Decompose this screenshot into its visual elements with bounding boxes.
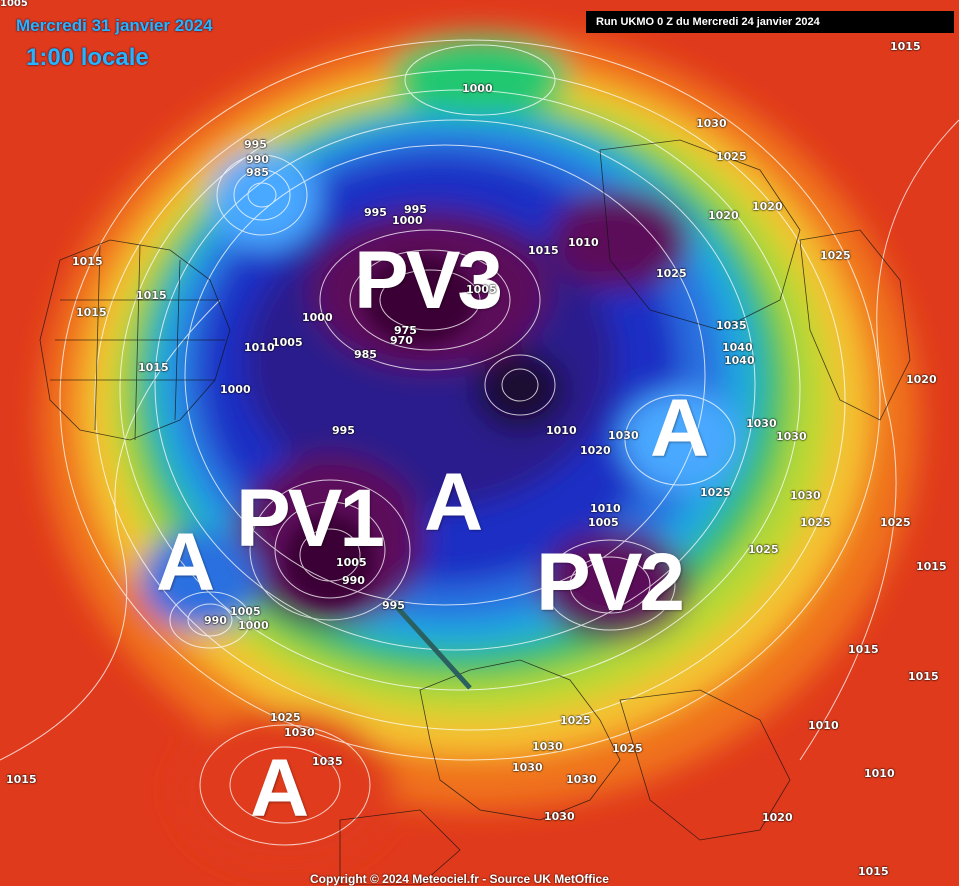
isobar-label: 1025 — [800, 516, 831, 529]
isobar-label: 1040 — [722, 341, 753, 354]
isobar-label: 1025 — [748, 543, 779, 556]
isobar-label: 1000 — [302, 311, 333, 324]
isobar-label: 995 — [244, 138, 267, 151]
isobar-label: 970 — [390, 334, 413, 347]
isobar-label: 1025 — [700, 486, 731, 499]
isobar-label: 995 — [382, 599, 405, 612]
isobar-label: 1025 — [560, 714, 591, 727]
isobar-label: 1010 — [244, 341, 275, 354]
label-pv3: PV3 — [354, 235, 503, 326]
isobar-label: 985 — [354, 348, 377, 361]
isobar-label: 1035 — [716, 319, 747, 332]
isobar-label: 1000 — [238, 619, 269, 632]
isobar-label: 995 — [332, 424, 355, 437]
isobar-label: 1030 — [790, 489, 821, 502]
isobar-label: 1005 — [230, 605, 261, 618]
arrow-line — [393, 603, 472, 690]
isobar-label: 1020 — [752, 200, 783, 213]
isobar-label: 1005 — [588, 516, 619, 529]
run-banner: Run UKMO 0 Z du Mercredi 24 janvier 2024 — [586, 11, 954, 33]
isobar-label: 1015 — [76, 306, 107, 319]
isobar-label: 1010 — [546, 424, 577, 437]
isobar-label: 1005 — [272, 336, 303, 349]
isobar-label: 995 — [404, 203, 427, 216]
isobar-label: 1030 — [608, 429, 639, 442]
isobar-label: 1030 — [696, 117, 727, 130]
isobar-label: 1025 — [820, 249, 851, 262]
label-pv2: PV2 — [536, 537, 685, 628]
isobar-label: 1025 — [716, 150, 747, 163]
label-high-west: A — [156, 517, 215, 608]
isobar-label: 1000 — [220, 383, 251, 396]
isobar-label: 1025 — [880, 516, 911, 529]
isobar-label: 990 — [342, 574, 365, 587]
corner-value: 1005 — [0, 0, 28, 9]
isobar-label: 1000 — [392, 214, 423, 227]
isobar-label: 1015 — [528, 244, 559, 257]
isobar-label: 975 — [394, 324, 417, 337]
isobar-label: 1020 — [762, 811, 793, 824]
isobar-label: 995 — [364, 206, 387, 219]
local-time: 1:00 locale — [26, 44, 149, 71]
isobar-label: 1010 — [568, 236, 599, 249]
isobar-label: 1030 — [566, 773, 597, 786]
isobar-label: 1015 — [916, 560, 947, 573]
copyright: Copyright © 2024 Meteociel.fr - Source U… — [310, 872, 609, 886]
isobar-label: 1015 — [72, 255, 103, 268]
isobar-label: 1025 — [270, 711, 301, 724]
forecast-date: Mercredi 31 janvier 2024 — [16, 16, 213, 35]
isobar-label: 1015 — [6, 773, 37, 786]
label-pv1: PV1 — [236, 473, 385, 564]
isobar-label: 1015 — [138, 361, 169, 374]
isobar-label: 1025 — [656, 267, 687, 280]
isobar-label: 1030 — [284, 726, 315, 739]
isobar-label: 1040 — [724, 354, 755, 367]
isobar-label: 1015 — [848, 643, 879, 656]
isobar-label: 1030 — [544, 810, 575, 823]
isobar-label: 985 — [246, 166, 269, 179]
label-high-center: A — [424, 457, 483, 548]
label-high-south: A — [250, 743, 309, 834]
isobar-label: 1030 — [746, 417, 777, 430]
isobar-label: 1015 — [908, 670, 939, 683]
label-high-east: A — [650, 383, 709, 474]
isobar-label: 1030 — [512, 761, 543, 774]
isobar-label: 1020 — [906, 373, 937, 386]
isobar-label: 1015 — [890, 40, 921, 53]
isobar-label: 1015 — [858, 865, 889, 878]
isobar-label: 1030 — [776, 430, 807, 443]
isobar-label: 1000 — [462, 82, 493, 95]
isobar-label: 990 — [204, 614, 227, 627]
isobar-label: 1020 — [580, 444, 611, 457]
isobar-label: 1035 — [312, 755, 343, 768]
isobar-label: 1010 — [590, 502, 621, 515]
isobar-label: 1030 — [532, 740, 563, 753]
isobar-label: 1010 — [864, 767, 895, 780]
isobar-label: 1010 — [808, 719, 839, 732]
isobar-label: 1020 — [708, 209, 739, 222]
isobar-label: 1005 — [466, 283, 497, 296]
isobar-label: 1025 — [612, 742, 643, 755]
isobar-label: 990 — [246, 153, 269, 166]
isobar-label: 1015 — [136, 289, 167, 302]
isobar-label: 1005 — [336, 556, 367, 569]
